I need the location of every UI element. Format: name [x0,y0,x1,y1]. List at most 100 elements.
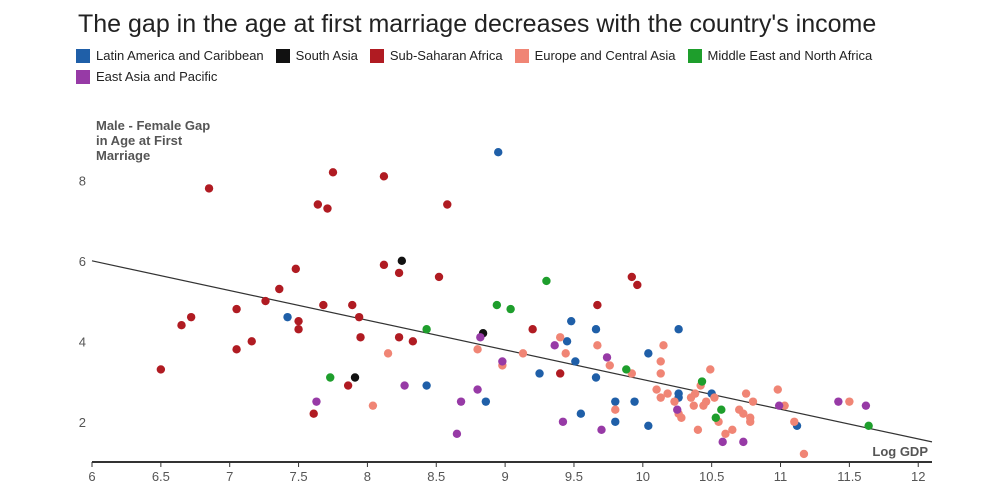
data-point [576,409,586,418]
data-point [605,361,614,370]
data-point [473,385,482,394]
data-point [443,200,452,209]
legend-item: Europe and Central Asia [514,47,676,64]
data-point [247,337,256,346]
data-point [611,405,620,414]
legend-swatch [369,48,384,63]
data-point [422,325,431,334]
data-point [535,369,544,378]
data-point [739,409,748,418]
data-point [156,365,166,374]
data-point [506,304,515,314]
data-point [283,312,292,322]
data-point [591,373,601,382]
data-point [567,316,576,326]
data-point [656,357,665,366]
data-point [356,333,365,342]
data-point [728,425,737,435]
data-point [394,268,404,278]
data-point [659,341,668,350]
data-point [644,421,653,430]
x-tick-label: 8 [364,469,371,484]
data-point [555,369,565,378]
data-point [434,272,444,282]
x-tick-label: 8.5 [427,469,445,484]
data-point [379,260,389,270]
data-point [232,345,241,354]
data-point [701,397,711,406]
data-point [422,381,431,390]
x-tick-label: 10 [636,469,650,484]
data-point [408,337,418,346]
y-axis-title-line: Marriage [96,148,150,163]
y-axis-title-line: in Age at First [96,133,183,148]
data-point [718,437,727,447]
legend: Latin America and Caribbean South Asia Sub… [76,47,896,85]
x-tick-label: 11 [774,469,788,484]
data-point [591,325,601,334]
x-tick-label: 11.5 [837,469,861,484]
legend-label: Europe and Central Asia [534,48,676,63]
legend-label: Middle East and North Africa [707,48,873,63]
data-point [528,325,537,334]
data-point [861,401,871,410]
data-point [204,184,214,193]
data-point [710,393,719,402]
x-tick-label: 6 [88,469,95,484]
data-point [275,284,284,294]
data-point [326,373,335,382]
data-point [294,316,303,326]
data-point [633,280,642,290]
data-point [323,204,332,213]
x-tick-label: 9.5 [565,469,583,484]
legend-item: Latin America and Caribbean [76,47,264,64]
y-tick-label: 8 [79,173,86,188]
data-point [602,353,612,362]
data-point [294,325,303,334]
x-tick-label: 6.5 [152,469,170,484]
data-point [739,437,748,447]
data-point [476,333,485,342]
data-point [721,429,730,439]
data-point [741,389,751,398]
data-point [498,357,507,366]
legend-item: Middle East and North Africa [687,47,873,64]
data-point [597,425,606,435]
data-point [343,381,353,390]
data-point [555,333,565,342]
data-point [845,397,854,406]
data-point [652,385,661,394]
data-point [656,393,665,402]
data-point [452,429,462,439]
data-point [663,389,672,398]
x-tick-label: 10.5 [699,469,724,484]
data-point [571,357,580,366]
data-point [394,333,404,342]
data-point [473,345,482,354]
data-point [518,349,528,358]
data-point [674,325,683,334]
data-point [456,397,466,406]
data-point [368,401,378,410]
x-axis-title: Log GDP [872,444,928,459]
data-point [319,300,328,310]
data-point [348,300,357,310]
legend-label: Latin America and Caribbean [96,48,264,63]
data-point [379,172,389,181]
data-point [706,365,715,374]
data-point [627,272,637,282]
data-point [746,413,755,422]
data-point [644,349,653,358]
legend-label: Sub-Saharan Africa [389,48,503,63]
data-point [492,300,502,310]
data-point [693,425,703,435]
data-point [690,389,700,398]
data-point [561,349,570,358]
data-point [834,397,843,406]
data-point [611,397,620,406]
data-point [790,417,799,426]
data-point [670,397,679,406]
data-point [711,413,721,422]
data-point [261,296,270,306]
data-point [558,417,568,426]
